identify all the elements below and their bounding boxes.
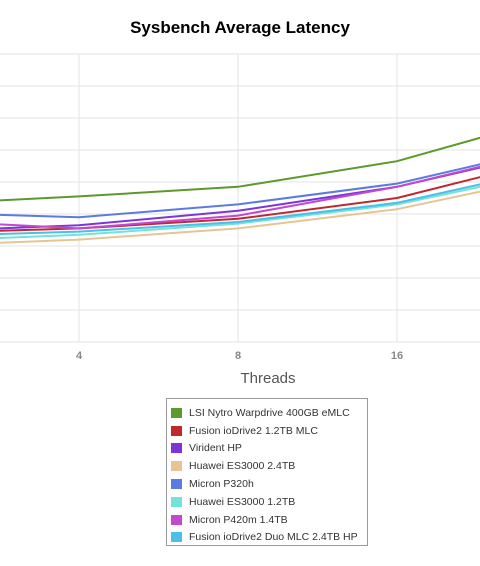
x-tick-label: 8 [235, 350, 241, 362]
legend-swatch [171, 461, 182, 472]
legend-swatch [171, 425, 182, 436]
legend-label: Virident HP [189, 442, 242, 455]
plot-area: 4 8 16 Threads [0, 53, 480, 387]
legend-swatch [171, 496, 182, 507]
legend-swatch [171, 532, 182, 543]
series-line [0, 176, 480, 232]
chart-title: Sysbench Average Latency [130, 18, 350, 37]
x-axis-ticks: 4 8 16 [76, 350, 403, 362]
legend-label: LSI Nytro Warpdrive 400GB eMLC [189, 406, 350, 419]
legend-item[interactable]: Huawei ES3000 2.4TB [171, 457, 367, 475]
legend-swatch [171, 407, 182, 418]
series-line [0, 136, 480, 202]
series-line [0, 165, 480, 230]
legend-swatch [171, 443, 182, 454]
legend-label: Micron P320h [189, 478, 254, 491]
legend-item[interactable]: Fusion ioDrive2 1.2TB MLC [171, 422, 367, 440]
legend-label: Fusion ioDrive2 1.2TB MLC [189, 424, 318, 437]
x-tick-label: 4 [76, 350, 83, 362]
series-line [0, 190, 480, 244]
legend-item[interactable]: Virident HP [171, 440, 367, 458]
series-line [0, 185, 480, 239]
legend-label: Micron P420m 1.4TB [189, 513, 288, 526]
grid [0, 53, 480, 343]
legend-item[interactable]: LSI Nytro Warpdrive 400GB eMLC [171, 404, 367, 422]
series-line [0, 163, 480, 219]
series-lines [0, 136, 480, 244]
x-axis-label: Threads [240, 370, 295, 387]
legend-swatch [171, 514, 182, 525]
x-tick-label: 16 [391, 350, 403, 362]
legend-swatch [171, 479, 182, 490]
legend-label: Huawei ES3000 1.2TB [189, 495, 296, 508]
legend-item[interactable]: Micron P420m 1.4TB [171, 511, 367, 529]
legend-label: Huawei ES3000 2.4TB [189, 460, 296, 473]
legend-item[interactable]: Huawei ES3000 1.2TB [171, 493, 367, 511]
legend-label: Fusion ioDrive2 Duo MLC 2.4TB HP [189, 531, 358, 544]
legend: LSI Nytro Warpdrive 400GB eMLC Fusion ioD… [166, 398, 368, 546]
legend-item[interactable]: Fusion ioDrive2 Duo MLC 2.4TB HP [171, 529, 367, 547]
legend-item[interactable]: Micron P320h [171, 475, 367, 493]
series-line [0, 183, 480, 235]
